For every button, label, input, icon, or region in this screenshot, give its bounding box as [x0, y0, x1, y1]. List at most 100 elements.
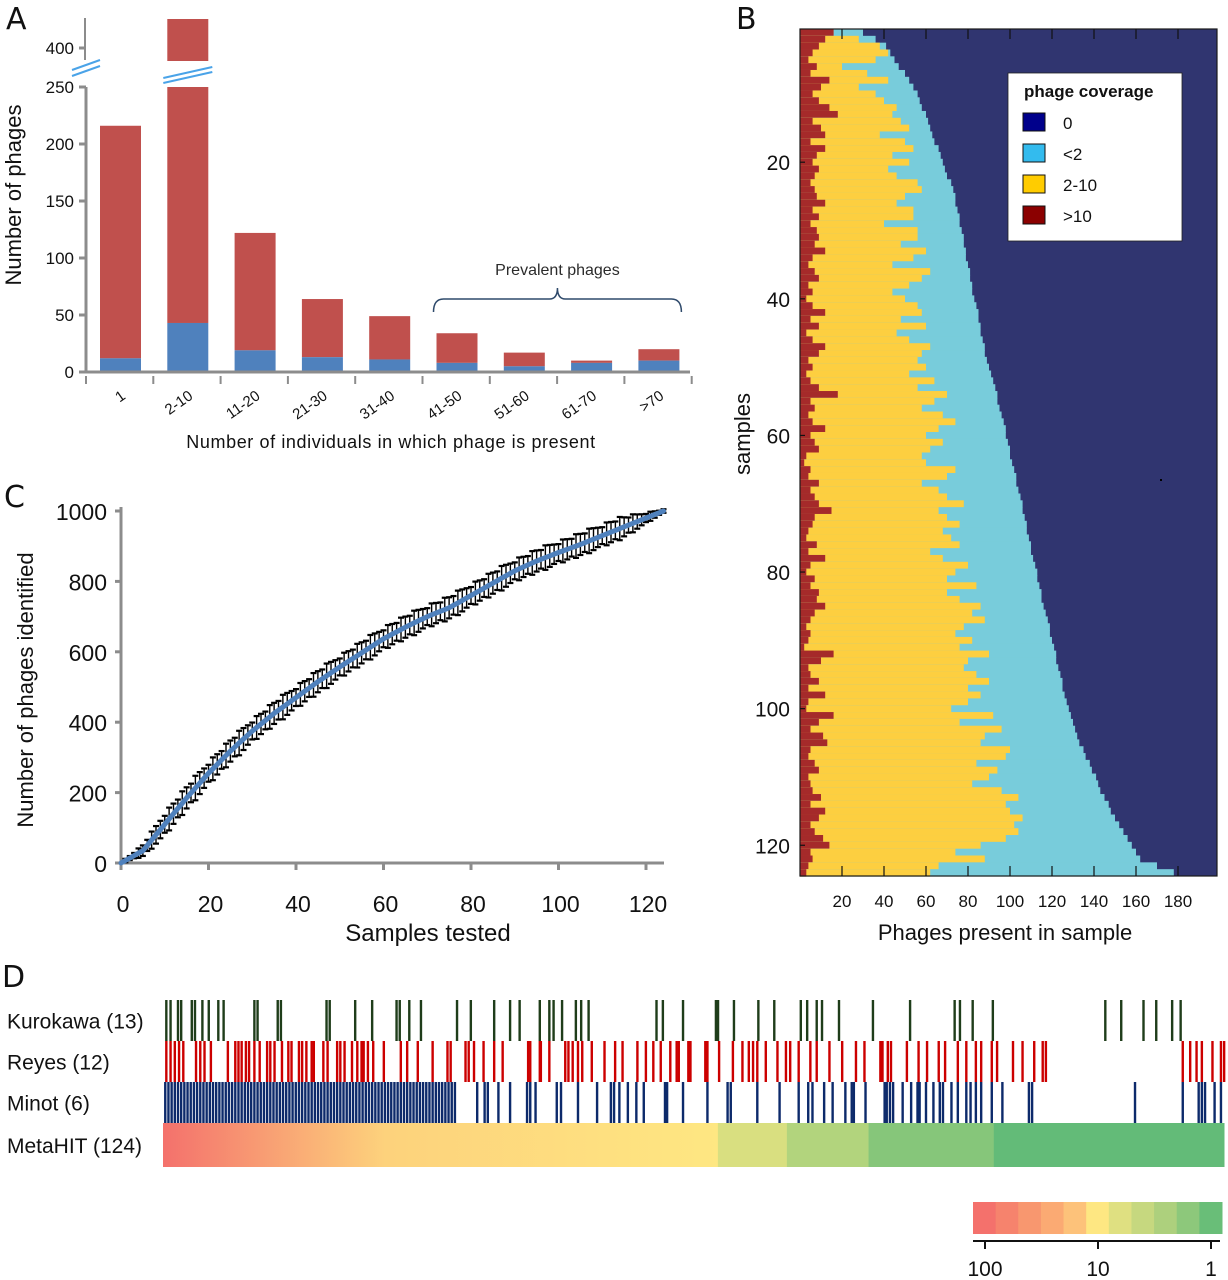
- track-mark: [431, 1082, 434, 1123]
- y-tick-label: 120: [755, 835, 790, 858]
- bar-segment-red: [369, 316, 411, 360]
- heatmap-row-2to10: [800, 220, 884, 228]
- annotation-label: Prevalent phages: [495, 262, 620, 279]
- track-mark: [618, 1082, 621, 1123]
- heatmap-row-2to10: [800, 254, 914, 262]
- heatmap-row-2to10: [800, 438, 943, 447]
- track-mark: [706, 1082, 709, 1123]
- track-mark: [395, 1000, 398, 1041]
- track-mark: [351, 1082, 355, 1123]
- track-mark: [1213, 1082, 1216, 1123]
- track-mark: [353, 1000, 357, 1041]
- track-mark: [313, 1082, 317, 1123]
- y-tick-label: 0: [94, 851, 107, 877]
- bar-segment-blue: [301, 357, 343, 371]
- track-mark: [1179, 1000, 1182, 1041]
- track-mark: [374, 1082, 377, 1123]
- track-mark: [788, 1041, 792, 1082]
- track-mark: [329, 1082, 332, 1123]
- x-tick-label: 100: [996, 892, 1024, 911]
- heatmap-row-gt10: [800, 609, 815, 618]
- track-mark: [173, 1082, 177, 1123]
- heatmap-row-gt10: [800, 527, 809, 536]
- heatmap-row-gt10: [800, 466, 811, 474]
- track-mark: [325, 1000, 328, 1041]
- track-mark: [595, 1082, 599, 1123]
- heatmap-row-2to10: [800, 513, 947, 522]
- heatmap-row-gt10: [800, 391, 838, 399]
- heatmap-row-2to10: [800, 165, 889, 174]
- track-mark: [382, 1041, 386, 1082]
- track-mark: [310, 1082, 313, 1123]
- heatmap-row-gt10: [800, 56, 809, 64]
- bar-segment-red: [436, 333, 478, 363]
- track-mark: [1021, 1041, 1024, 1082]
- track-mark: [202, 1082, 205, 1123]
- heatmap-row-2to10: [800, 247, 926, 256]
- heatmap-row-2to10: [800, 145, 914, 153]
- heatmap-row-gt10: [800, 472, 809, 481]
- heatmap-row-2to10: [800, 595, 960, 604]
- track-mark: [240, 1041, 243, 1082]
- track-mark: [278, 1082, 282, 1123]
- track-mark: [399, 1082, 403, 1123]
- track-mark: [965, 1082, 968, 1123]
- track-mark: [937, 1041, 940, 1082]
- track-mark: [183, 1082, 186, 1123]
- track-mark: [240, 1082, 243, 1123]
- track-mark: [581, 1041, 584, 1082]
- heatmap-row-2to10: [800, 391, 947, 399]
- colorbar-swatch: [1176, 1202, 1200, 1234]
- heatmap-row-gt10: [800, 425, 826, 433]
- track-mark: [367, 1082, 371, 1123]
- heatmap-row-2to10: [800, 117, 901, 126]
- legend-label: 0: [1063, 114, 1072, 133]
- heatmap-row-2to10: [800, 199, 897, 208]
- heatmap-row-gt10: [800, 233, 819, 242]
- track-label: Minot (6): [7, 1093, 90, 1116]
- bar-segment-blue: [503, 366, 545, 371]
- track-mark: [809, 1041, 812, 1082]
- track-mark: [820, 1000, 824, 1041]
- heatmap-row-2to10: [800, 698, 968, 706]
- heatmap-row-2to10: [800, 172, 897, 180]
- heatmap-row-2to10: [800, 862, 939, 870]
- track-mark: [380, 1082, 383, 1123]
- heatmap-row-2to10: [800, 753, 1006, 761]
- track-mark: [815, 1041, 818, 1082]
- heatmap-row-2to10: [800, 759, 977, 768]
- heatmap-row-gt10: [800, 684, 809, 693]
- heatmap-row-gt10: [800, 493, 815, 501]
- heatmap-row-gt10: [800, 336, 813, 344]
- heatmap-row-2to10: [800, 766, 998, 775]
- track-mark: [590, 1041, 593, 1082]
- colorbar-tick-label: 1: [1205, 1258, 1217, 1280]
- y-tick-label: 400: [69, 710, 107, 736]
- y-tick-label: 50: [55, 306, 74, 325]
- track-mark: [356, 1041, 359, 1082]
- x-tick-label: 21-30: [290, 387, 331, 423]
- heatmap-row-2to10: [800, 384, 918, 392]
- track-mark: [355, 1082, 358, 1123]
- heatmap-row-gt10: [800, 794, 821, 802]
- heatmap-row-gt10: [800, 725, 811, 734]
- track-mark: [776, 1041, 779, 1082]
- heatmap-row-2to10: [800, 527, 943, 536]
- x-tick-label: 60: [917, 892, 936, 911]
- track-mark: [822, 1082, 826, 1123]
- heatmap-row-2to10: [800, 814, 1023, 822]
- x-tick-label: 80: [959, 892, 978, 911]
- heatmap-row-2to10: [800, 507, 939, 515]
- y-tick-label: 60: [767, 425, 790, 448]
- track-mark: [272, 1082, 275, 1123]
- heatmap-row-gt10: [800, 124, 821, 133]
- track-mark: [529, 1041, 532, 1082]
- track-mark: [655, 1000, 658, 1041]
- heatmap-row-lt2: [800, 869, 1174, 877]
- track-mark: [932, 1082, 935, 1123]
- x-tick-label: 20: [833, 892, 852, 911]
- track-mark: [431, 1041, 434, 1082]
- heatmap-row-gt10: [800, 240, 815, 249]
- track-mark: [179, 1082, 183, 1123]
- heatmap-row-gt10: [800, 616, 811, 624]
